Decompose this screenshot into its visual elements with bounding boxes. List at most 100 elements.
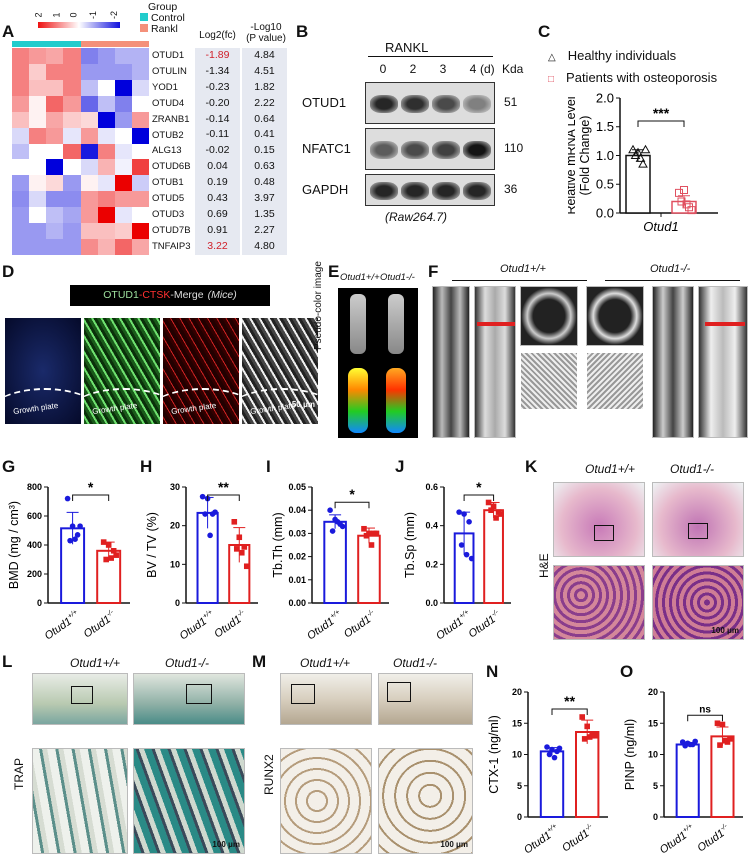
scale-bar-label: 100 μm xyxy=(711,626,739,635)
kda-value: 110 xyxy=(504,141,524,155)
scale-tick: -2 xyxy=(108,10,119,20)
scale-bar-label: 100 μm xyxy=(440,840,468,849)
heatmap-cell xyxy=(46,48,64,64)
panel-label-o: O xyxy=(620,662,634,681)
heatmap-cell xyxy=(12,111,30,128)
l-genotype-wt: Otud1+/+ xyxy=(70,656,121,670)
heatmap-cell xyxy=(46,127,64,144)
y-tick-label: 1.5 xyxy=(596,119,614,134)
data-point xyxy=(640,144,651,154)
bar xyxy=(710,735,735,818)
data-point xyxy=(363,532,370,539)
data-point xyxy=(546,751,553,758)
significance-bracket xyxy=(551,708,588,715)
heatmap-cell xyxy=(46,95,64,112)
heatmap-cell xyxy=(12,143,30,160)
data-point xyxy=(100,539,107,545)
heatmap-cell xyxy=(80,143,98,160)
data-point xyxy=(680,186,688,194)
log2fc-cell: -1.89 xyxy=(195,48,240,64)
gene-label: OTUD4 xyxy=(152,97,185,109)
panel-label-a: A xyxy=(2,22,15,41)
data-point xyxy=(69,523,76,529)
data-point xyxy=(67,537,73,544)
panel-label-g: G xyxy=(2,457,16,476)
chart-i: 0.00 0.01 0.02 0.03 0.04 0.05 Tb.Th (mm) Otud1+… xyxy=(271,482,389,642)
stats-table: -1.89 4.84 -1.34 4.51 -0.23 1.82 -0.20 2.22 -0.1… xyxy=(195,48,289,255)
he-zoom-ko: 100 μm xyxy=(652,565,744,640)
chart-o: 0 5 10 15 20 PINP (ng/ml) Otud1+/+ Otud1-/- ns xyxy=(623,687,743,856)
data-point xyxy=(74,532,81,538)
significance-label: * xyxy=(349,486,355,502)
legend-swatch xyxy=(140,24,148,32)
heatmap-cell xyxy=(29,191,47,208)
y-tick-label: 30 xyxy=(170,482,180,492)
data-point xyxy=(233,546,240,552)
y-tick-label: 0.4 xyxy=(425,521,438,531)
lane-label: 3 xyxy=(439,62,447,76)
data-point xyxy=(551,754,558,761)
fluorescence-image: Growth plate 50 μm xyxy=(242,318,318,424)
data-point xyxy=(490,503,497,510)
y-axis-label: PINP (ng/ml) xyxy=(623,719,637,790)
scale-tick: -1 xyxy=(88,10,99,20)
heatmap-cell xyxy=(12,175,30,192)
data-point xyxy=(687,206,696,215)
heatmap-cell xyxy=(29,79,47,96)
data-point xyxy=(687,741,693,748)
heatmap xyxy=(12,48,149,255)
y-tick-label: 0.03 xyxy=(288,528,306,538)
data-point xyxy=(556,745,563,752)
heatmap-cell xyxy=(114,95,132,112)
heatmap-cell xyxy=(114,48,132,64)
data-point xyxy=(485,499,492,506)
gene-label: OTUD1 xyxy=(152,50,185,61)
table-row: -0.20 2.22 xyxy=(195,95,289,112)
x-tick-label: Otud1-/- xyxy=(560,822,598,854)
significance-label: ** xyxy=(218,479,229,495)
heatmap-cell xyxy=(114,175,132,192)
data-point xyxy=(635,153,646,162)
heatmap-cell xyxy=(63,79,81,96)
heatmap-cell xyxy=(97,175,115,192)
k-stain-label: H&E xyxy=(537,553,551,578)
blot-band xyxy=(463,182,491,200)
scale-bar-label: 50 μm xyxy=(291,400,315,409)
y-tick-label: 0.0 xyxy=(596,205,614,220)
m-genotype-ko: Otud1-/- xyxy=(393,656,438,670)
data-point xyxy=(628,144,638,154)
data-point xyxy=(243,563,250,570)
x-tick-label: Otud1+/+ xyxy=(521,823,561,857)
data-point xyxy=(493,515,499,521)
heatmap-cell xyxy=(97,48,115,64)
he-overview-ko xyxy=(652,482,744,557)
heatmap-cell xyxy=(12,95,30,112)
microct-longitudinal-wt-2 xyxy=(474,286,516,438)
data-point xyxy=(212,509,218,515)
data-point xyxy=(682,200,691,209)
group-legend-item: Rankl xyxy=(140,24,185,35)
he-zoom-wt xyxy=(553,565,645,640)
heatmap-cell xyxy=(29,159,47,176)
heatmap-cell xyxy=(29,143,47,160)
pseudo-color-label: Pseudo-color image xyxy=(313,261,324,350)
heatmap-cell xyxy=(114,111,132,128)
data-point xyxy=(77,523,83,529)
heatmap-cell xyxy=(63,159,81,176)
y-tick-label: 0.6 xyxy=(425,482,438,492)
data-point xyxy=(685,203,693,212)
y-tick-label: 0.2 xyxy=(425,559,438,569)
data-point xyxy=(488,507,494,513)
heatmap-cell xyxy=(131,239,149,255)
scale-tick: 2 xyxy=(33,12,44,18)
heatmap-cell xyxy=(12,79,30,96)
significance-bracket xyxy=(72,494,110,501)
bar xyxy=(625,154,651,214)
y-tick-label: 400 xyxy=(27,540,42,550)
x-tick-label: Otud1-/- xyxy=(341,608,379,640)
pvalue-cell: 0.63 xyxy=(242,159,287,176)
heatmap-cell xyxy=(46,143,64,160)
blot-band xyxy=(432,95,460,113)
data-point xyxy=(549,746,555,753)
pvalue-cell: 0.64 xyxy=(242,111,287,128)
